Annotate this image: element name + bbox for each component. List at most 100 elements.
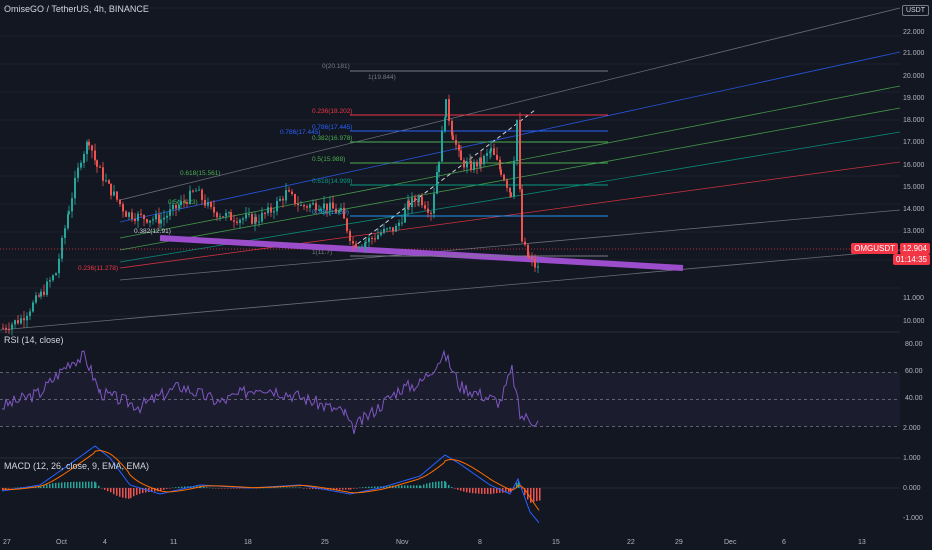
macd-histogram-bar <box>300 487 302 489</box>
macd-histogram-bar <box>64 482 66 488</box>
candle-body <box>105 180 107 182</box>
candle-body <box>355 243 357 248</box>
candle-body <box>131 212 133 219</box>
macd-histogram-bar <box>94 481 96 488</box>
macd-histogram-bar <box>441 481 443 488</box>
price-axis-label: 16.000 <box>903 162 925 169</box>
candle-body <box>383 228 385 233</box>
macd-histogram-bar <box>353 488 355 489</box>
candle-body <box>11 324 13 330</box>
candle-body <box>346 218 348 232</box>
macd-histogram-bar <box>508 488 510 493</box>
candle-body <box>140 213 142 215</box>
macd-histogram-bar <box>413 485 415 488</box>
candle-body <box>32 302 34 312</box>
macd-histogram-bar <box>61 482 63 488</box>
candle-body <box>49 280 51 282</box>
candle-body <box>486 153 488 156</box>
macd-histogram-bar <box>38 486 40 488</box>
trend-dashed-line <box>351 109 536 249</box>
candle-body <box>122 204 124 212</box>
candle-body <box>288 190 290 192</box>
candle-body <box>137 213 139 221</box>
candle-body <box>46 281 48 295</box>
candle-body <box>401 222 403 224</box>
macd-histogram-bar <box>499 488 501 493</box>
candle-body <box>102 167 104 181</box>
fib-level-label: 0.5(15.988) <box>312 156 345 163</box>
symbol-title[interactable]: OmiseGO / TetherUS, 4h, BINANCE <box>4 4 149 14</box>
macd-histogram-bar <box>107 488 109 492</box>
candle-body <box>303 204 305 207</box>
candle-body <box>398 222 400 226</box>
macd-histogram-bar <box>274 487 276 489</box>
candle-body <box>349 231 351 241</box>
candle-body <box>509 187 511 193</box>
candle-body <box>163 217 165 220</box>
candle-body <box>444 117 446 131</box>
macd-histogram-bar <box>539 488 541 501</box>
price-axis-label: 11.000 <box>903 295 924 302</box>
macd-histogram-bar <box>292 487 294 488</box>
candle-body <box>35 295 37 303</box>
macd-histogram-bar <box>429 482 431 488</box>
candle-body <box>404 209 406 223</box>
candle-body <box>285 190 287 201</box>
candle-body <box>389 227 391 229</box>
candle-body <box>451 120 453 136</box>
macd-histogram-bar <box>148 488 150 493</box>
candle-body <box>38 295 40 297</box>
channel-level-label: 0.382(12.91) <box>134 228 171 235</box>
candle-body <box>510 192 512 197</box>
candle-body <box>172 204 174 210</box>
candle-body <box>332 202 334 209</box>
candle-body <box>99 166 101 168</box>
candle-body <box>14 320 16 325</box>
macd-histogram-bar <box>345 488 347 490</box>
candle-body <box>183 201 185 203</box>
candle-body <box>521 189 523 242</box>
time-axis-label: Oct <box>56 539 67 546</box>
macd-histogram-bar <box>401 485 403 488</box>
macd-histogram-bar <box>43 485 45 488</box>
candle-body <box>152 219 154 221</box>
candle-body <box>386 228 388 230</box>
macd-histogram-bar <box>386 485 388 488</box>
time-axis-label: 6 <box>782 539 786 546</box>
macd-histogram-bar <box>339 488 341 490</box>
macd-histogram-bar <box>218 488 220 489</box>
candle-body <box>282 198 284 201</box>
candle-body <box>427 208 429 213</box>
candle-body <box>430 212 432 214</box>
macd-histogram-bar <box>230 488 232 489</box>
candle-body <box>5 327 7 330</box>
fib-level-label: 1(11.7) <box>312 249 332 256</box>
candle-body <box>91 145 93 151</box>
macd-histogram-bar <box>398 485 400 488</box>
macd-histogram-bar <box>303 488 305 489</box>
macd-histogram-bar <box>82 481 84 488</box>
rsi-indicator-title[interactable]: RSI (14, close) <box>4 335 64 345</box>
candle-body <box>258 221 260 223</box>
macd-indicator-title[interactable]: MACD (12, 26, close, 9, EMA, EMA) <box>4 461 150 471</box>
time-axis-label: 27 <box>3 539 11 546</box>
time-axis-label: 13 <box>858 539 866 546</box>
macd-histogram-bar <box>259 487 261 489</box>
time-axis-label: Nov <box>396 539 409 546</box>
candle-body <box>2 327 4 329</box>
candle-body <box>55 273 57 276</box>
macd-histogram-bar <box>312 488 314 489</box>
time-axis-label: 11 <box>170 539 177 546</box>
currency-badge[interactable]: USDT <box>901 5 929 16</box>
macd-histogram-bar <box>206 487 208 488</box>
price-axis-label: 20.000 <box>903 73 925 80</box>
macd-histogram-bar <box>365 486 367 488</box>
candle-body <box>466 161 468 168</box>
candle-body <box>318 209 320 211</box>
macd-histogram-bar <box>151 488 153 492</box>
candle-body <box>527 244 529 257</box>
candle-body <box>195 190 197 192</box>
candle-body <box>473 161 475 171</box>
macd-histogram-bar <box>236 488 238 489</box>
